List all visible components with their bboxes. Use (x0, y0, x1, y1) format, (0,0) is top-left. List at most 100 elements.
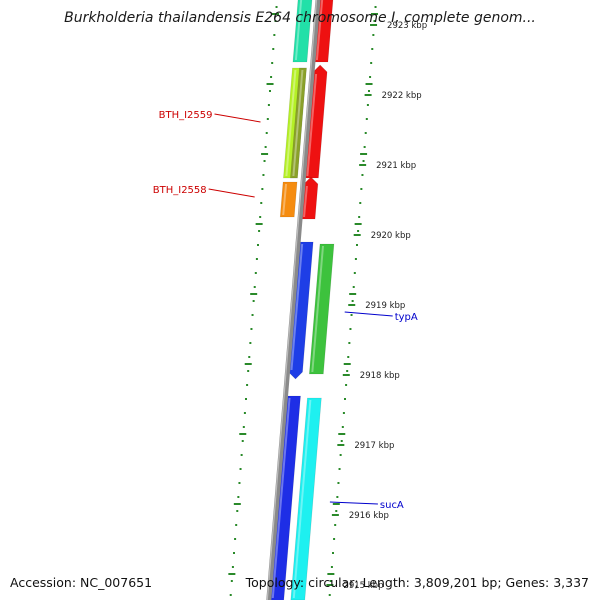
ruler-dot (255, 258, 258, 260)
ruler-dash (370, 13, 378, 15)
ruler-dash (327, 573, 335, 575)
ruler-dot (365, 118, 368, 120)
ruler-dash (261, 153, 269, 155)
ruler-dot (358, 216, 361, 218)
ruler-dot (238, 482, 241, 484)
gene-orange (279, 181, 298, 218)
ruler-dot (274, 20, 277, 22)
ruler-dot (360, 188, 363, 190)
ruler-dot (249, 342, 252, 344)
ruler-dot (364, 132, 367, 134)
gene-cyan-highlight (292, 400, 312, 598)
tick-label: 2916 kbp (349, 511, 389, 521)
gene-labels: BTH_I2559 BTH_I2558 typA sucA (153, 110, 418, 511)
ruler-dot (333, 538, 336, 540)
ruler-dash (244, 363, 252, 365)
tick-mark (353, 234, 361, 236)
ruler-dot (359, 202, 362, 204)
ruler-dot (232, 552, 235, 554)
tick-mark (364, 94, 372, 96)
genome-summary-text: Topology: circular; Length: 3,809,201 bp… (245, 575, 589, 590)
gene-green-a-highlight (311, 246, 324, 372)
ruler-dash (332, 503, 340, 505)
accession-text: Accession: NC_007651 (10, 575, 153, 590)
ruler-dot (275, 6, 278, 8)
ruler-dot (231, 566, 234, 568)
ruler-dash (365, 83, 373, 85)
tick-label: 2918 kbp (360, 371, 400, 381)
ruler-dot (369, 76, 372, 78)
ruler-dot (357, 230, 360, 232)
label-leader (344, 311, 393, 317)
ruler-dash (233, 503, 241, 505)
ruler-dot (340, 440, 343, 442)
ruler-dot (252, 300, 255, 302)
ruler-dash (239, 433, 247, 435)
tick-label: 2921 kbp (376, 161, 416, 171)
ruler-dot (335, 510, 338, 512)
ruler-dot (271, 62, 274, 64)
ruler-dot (328, 594, 331, 596)
ruler-dot (268, 90, 271, 92)
map-title: Burkholderia thailandensis E264 chromoso… (64, 10, 536, 26)
ruler-dot (266, 118, 269, 120)
gene-orange-highlight (282, 184, 288, 215)
label-leader (214, 113, 261, 123)
tick-mark (370, 24, 378, 26)
ruler-dot (351, 300, 354, 302)
ruler-dot (270, 76, 273, 78)
label-leader (329, 501, 378, 505)
ruler-dash (271, 13, 279, 15)
ruler-dot (372, 34, 375, 36)
ruler-dot (242, 426, 245, 428)
ruler-dot (355, 244, 358, 246)
ruler-dot (367, 90, 370, 92)
ruler-dot (247, 370, 250, 372)
ruler-dot (345, 384, 348, 386)
backbone-line (266, 0, 321, 600)
ruler-dot (229, 594, 232, 596)
ruler-dot (264, 146, 267, 148)
ruler-dot (256, 244, 259, 246)
tick-mark (359, 164, 367, 166)
ruler-dot (350, 314, 353, 316)
ruler-dash (255, 223, 263, 225)
gene-label: sucA (380, 500, 404, 511)
ruler-dot (273, 34, 276, 36)
gene-olive (290, 67, 307, 179)
tick-label: 2920 kbp (371, 231, 411, 241)
ruler-dot (239, 468, 242, 470)
gene-red-top-highlight (315, 0, 324, 60)
gene-teal-highlight (294, 0, 303, 60)
ruler-dot (248, 356, 251, 358)
ruler-dot (348, 342, 351, 344)
ruler-dot (259, 216, 262, 218)
ruler-dash (349, 293, 357, 295)
ruler-dot (342, 412, 345, 414)
ruler-dot (251, 314, 254, 316)
gene-lime-highlight (285, 70, 297, 176)
tick-label: 2915 kbp (343, 581, 383, 591)
gene-label: typA (395, 312, 418, 323)
ruler-dot (343, 398, 346, 400)
ruler-dot (347, 356, 350, 358)
ruler-dot (263, 160, 266, 162)
ruler-dot (267, 104, 270, 106)
ruler-dash (266, 83, 274, 85)
ruler-dot (246, 384, 249, 386)
tick-mark (326, 584, 334, 586)
backbone-shine (266, 0, 318, 600)
ruler-dash (338, 433, 346, 435)
ruler-dot (243, 412, 246, 414)
gene-teal (292, 0, 313, 63)
tick-label: 2917 kbp (354, 441, 394, 451)
ruler-dash (228, 573, 236, 575)
ruler-dot (329, 580, 332, 582)
ruler-dot (362, 160, 365, 162)
gene-blue-a-highlight (290, 244, 304, 370)
ruler-dot (334, 524, 337, 526)
gene-red-low-highlight (303, 186, 308, 217)
gene-label: BTH_I2558 (153, 185, 207, 196)
ruler-dot (250, 328, 253, 330)
